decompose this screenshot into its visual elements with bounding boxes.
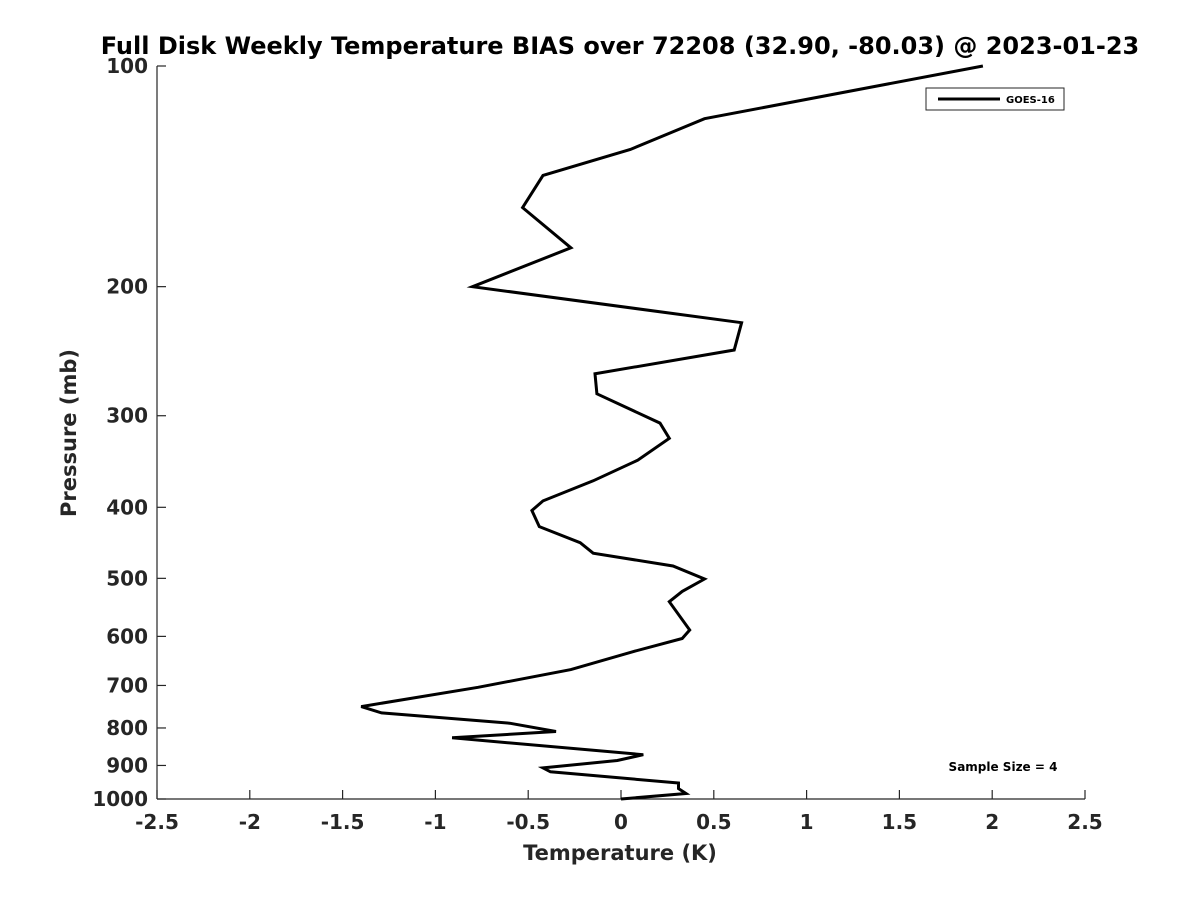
y-tick-label: 100 — [106, 54, 148, 78]
x-tick-label: -2.5 — [135, 810, 179, 834]
sample-size-annotation: Sample Size = 4 — [949, 760, 1058, 774]
x-tick-label: 0 — [614, 810, 628, 834]
x-tick-label: 0.5 — [696, 810, 731, 834]
x-tick-label: 1 — [800, 810, 814, 834]
x-tick-label: 2 — [985, 810, 999, 834]
legend: GOES-16 — [925, 87, 1065, 111]
series-layer — [360, 64, 984, 801]
series-line-goes-16 — [360, 64, 984, 801]
y-tick-label: 800 — [106, 716, 148, 740]
y-axis-label: Pressure (mb) — [57, 349, 81, 517]
y-axis: 100 200 300 400 500 600 700 800 900 1000 — [92, 54, 166, 811]
y-tick-label: 900 — [106, 753, 148, 777]
legend-label-goes-16: GOES-16 — [1006, 95, 1055, 106]
x-tick-label: 1.5 — [882, 810, 917, 834]
y-tick-label: 1000 — [92, 787, 148, 811]
y-tick-label: 300 — [106, 404, 148, 428]
x-tick-label: -1 — [424, 810, 446, 834]
x-tick-label: -1.5 — [321, 810, 365, 834]
axes-frame — [156, 66, 1085, 800]
y-tick-label: 700 — [106, 673, 148, 697]
x-axis-label: Temperature (K) — [523, 841, 717, 865]
x-tick-label: 2.5 — [1067, 810, 1102, 834]
x-axis: -2.5 -2 -1.5 -1 -0.5 0 0.5 1 1.5 2 2.5 — [135, 790, 1103, 834]
chart-title: Full Disk Weekly Temperature BIAS over 7… — [101, 32, 1140, 60]
y-tick-label: 200 — [106, 275, 148, 299]
y-tick-label: 600 — [106, 624, 148, 648]
x-tick-label: -0.5 — [506, 810, 550, 834]
y-tick-label: 400 — [106, 495, 148, 519]
y-tick-label: 500 — [106, 566, 148, 590]
x-tick-label: -2 — [239, 810, 261, 834]
